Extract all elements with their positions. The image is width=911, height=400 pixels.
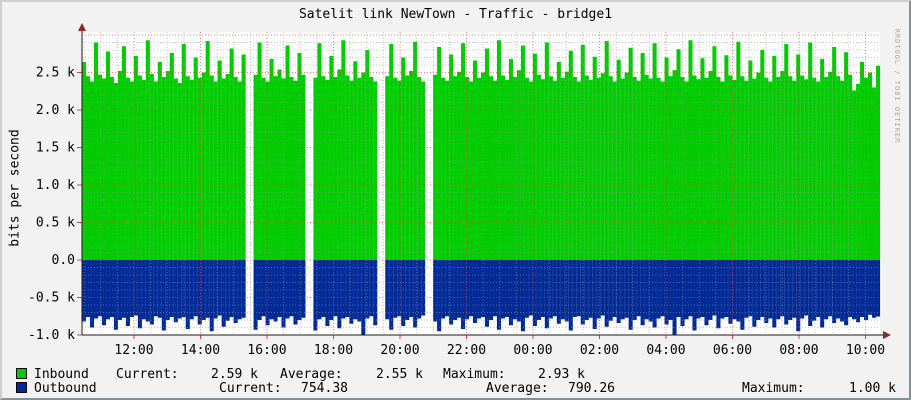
svg-text:00:00: 00:00 [513,343,552,358]
svg-text:20:00: 20:00 [380,343,419,358]
svg-text:10:00: 10:00 [846,343,885,358]
outbound-swatch-icon [16,382,27,393]
legend-stat-label: Maximum: [443,367,506,382]
svg-text:08:00: 08:00 [779,343,818,358]
svg-text:0.5 k: 0.5 k [36,216,75,231]
legend-stat-label: Current: [116,367,179,382]
legend-stat-label: Average: [486,381,549,396]
legend-stat-value: 2.59 k [211,367,258,382]
legend-stat-label: Current: [219,381,282,396]
svg-text:04:00: 04:00 [646,343,685,358]
legend-series-name: Outbound [34,381,97,396]
graph-title: Satelit link NewTown - Traffic - bridge1 [298,7,613,22]
svg-text:-0.5 k: -0.5 k [28,291,75,306]
svg-text:2.0 k: 2.0 k [36,103,75,118]
legend-stat-value: 1.00 k [849,381,896,396]
legend-series-name: Inbound [34,367,89,382]
svg-text:0.0: 0.0 [52,253,75,268]
legend-stat-value: 790.26 [568,381,615,396]
svg-text:22:00: 22:00 [447,343,486,358]
inbound-swatch-icon [16,368,27,379]
legend-stat-label: Average: [280,367,343,382]
svg-text:12:00: 12:00 [114,343,153,358]
legend-row-inbound: Inbound Current: 2.59 k Average: 2.55 k … [2,367,909,382]
svg-text:06:00: 06:00 [713,343,752,358]
legend-stat-value: 2.93 k [538,367,585,382]
svg-text:14:00: 14:00 [181,343,220,358]
svg-text:02:00: 02:00 [580,343,619,358]
legend-stat-label: Maximum: [742,381,805,396]
legend-row-outbound: Outbound Current: 754.38 Average: 790.26… [2,381,909,396]
svg-text:18:00: 18:00 [314,343,353,358]
svg-text:-1.0 k: -1.0 k [28,328,75,343]
svg-text:16:00: 16:00 [247,343,286,358]
svg-text:1.5 k: 1.5 k [36,141,75,156]
legend-stat-value: 2.55 k [376,367,423,382]
svg-text:2.5 k: 2.5 k [36,66,75,81]
legend-stat-value: 754.38 [301,381,348,396]
svg-text:1.0 k: 1.0 k [36,178,75,193]
